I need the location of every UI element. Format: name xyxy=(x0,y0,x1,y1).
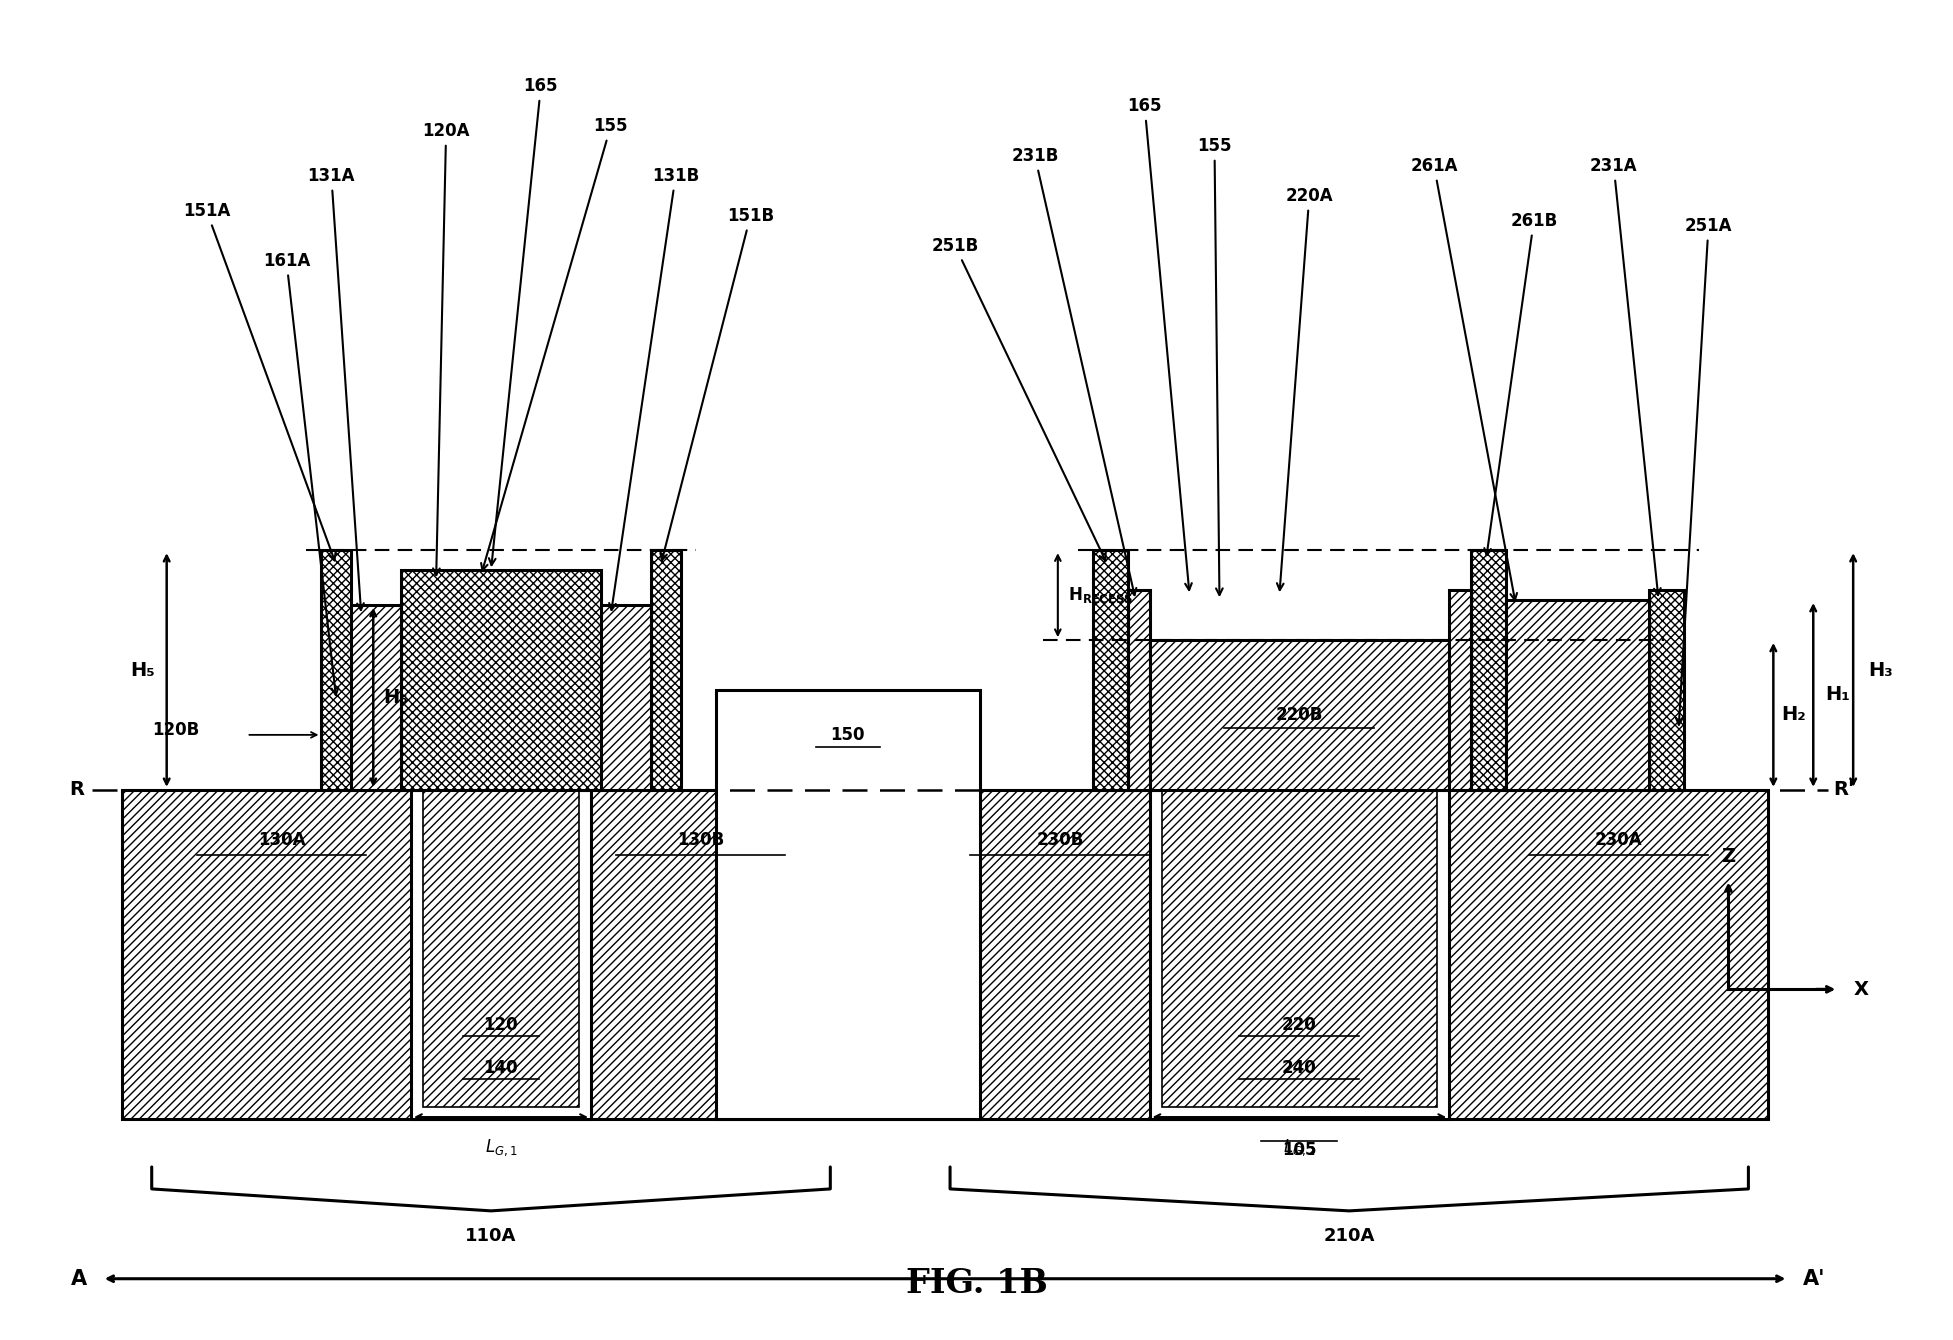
Text: 210A: 210A xyxy=(1324,1227,1375,1245)
Text: A': A' xyxy=(1803,1269,1826,1289)
Text: 131B: 131B xyxy=(609,168,699,610)
Bar xyxy=(1150,641,1449,789)
Bar xyxy=(400,571,602,789)
Text: 230A: 230A xyxy=(1596,831,1642,848)
Text: 165: 165 xyxy=(1127,98,1191,590)
Text: 155: 155 xyxy=(1197,137,1232,595)
Text: H$_{\mathregular{RECESS}}$: H$_{\mathregular{RECESS}}$ xyxy=(1068,586,1133,606)
Bar xyxy=(1506,600,1648,789)
Text: R': R' xyxy=(1834,780,1853,799)
Text: 165: 165 xyxy=(488,78,559,565)
Text: 230B: 230B xyxy=(1037,831,1084,848)
Bar xyxy=(1449,590,1471,789)
Text: 251A: 251A xyxy=(1676,217,1732,725)
Text: R: R xyxy=(68,780,84,799)
Text: 120B: 120B xyxy=(152,721,199,738)
Text: 120: 120 xyxy=(484,1016,518,1034)
Text: 231B: 231B xyxy=(1012,147,1137,595)
Text: H₁: H₁ xyxy=(1826,686,1849,705)
Text: H₆: H₆ xyxy=(383,687,408,708)
Text: 261B: 261B xyxy=(1484,212,1557,555)
Bar xyxy=(1162,789,1437,1107)
Text: 150: 150 xyxy=(830,726,865,744)
Text: X: X xyxy=(1853,980,1869,998)
Bar xyxy=(602,606,650,789)
Text: 261A: 261A xyxy=(1410,157,1517,600)
Text: $L_{G,1}$: $L_{G,1}$ xyxy=(484,1138,518,1158)
Text: 240: 240 xyxy=(1281,1059,1316,1077)
Text: 220B: 220B xyxy=(1275,706,1322,724)
Text: 251B: 251B xyxy=(932,237,1105,560)
Bar xyxy=(412,789,592,1119)
Bar xyxy=(1150,789,1449,1119)
Text: 220A: 220A xyxy=(1277,188,1334,590)
Text: H₅: H₅ xyxy=(131,661,154,679)
Text: 105: 105 xyxy=(1281,1142,1316,1159)
Text: A: A xyxy=(70,1269,86,1289)
Bar xyxy=(352,606,400,789)
Bar xyxy=(1127,590,1150,789)
Text: 155: 155 xyxy=(480,117,629,571)
Text: 161A: 161A xyxy=(264,252,338,695)
Bar xyxy=(322,551,352,789)
Text: 110A: 110A xyxy=(465,1227,518,1245)
Bar xyxy=(1648,590,1683,789)
Text: 131A: 131A xyxy=(307,168,363,610)
Bar xyxy=(121,789,1767,1119)
Text: 231A: 231A xyxy=(1590,157,1660,595)
Bar xyxy=(424,789,578,1107)
Text: 220: 220 xyxy=(1281,1016,1316,1034)
Bar xyxy=(1094,551,1127,789)
Text: H₂: H₂ xyxy=(1781,705,1807,725)
Text: $L_{G,2}$: $L_{G,2}$ xyxy=(1283,1138,1316,1158)
Bar xyxy=(715,690,980,1119)
Text: FIG. 1B: FIG. 1B xyxy=(906,1268,1047,1300)
Bar xyxy=(1471,551,1506,789)
Text: H₃: H₃ xyxy=(1869,661,1892,679)
Text: 140: 140 xyxy=(484,1059,518,1077)
Text: 120A: 120A xyxy=(422,122,471,575)
Text: 151B: 151B xyxy=(660,206,773,560)
Text: 130B: 130B xyxy=(678,831,725,848)
Bar xyxy=(650,551,680,789)
Text: 151A: 151A xyxy=(184,202,336,560)
Text: Z: Z xyxy=(1721,847,1736,866)
Text: 130A: 130A xyxy=(258,831,305,848)
